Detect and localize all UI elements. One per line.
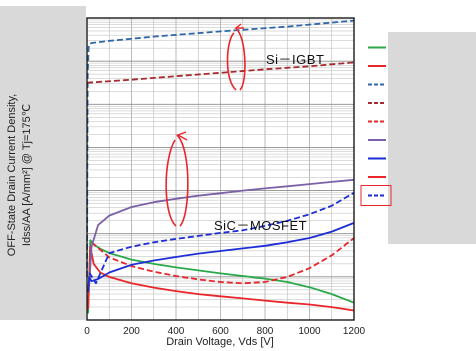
x-tick-label: 800 [257, 326, 274, 337]
sic-mosfet-label: SiC－MOSFET [214, 218, 307, 233]
x-tick-label: 200 [123, 326, 140, 337]
sic-mosfet-bracket [165, 139, 177, 227]
series-line-2 [87, 245, 355, 312]
mask-left [0, 6, 86, 320]
y-axis-label-line1: OFF-State Drain Current Density, [6, 94, 18, 256]
plot-frame [86, 17, 355, 321]
series-line-3 [86, 19, 355, 277]
grid [87, 18, 354, 321]
mask-right [388, 32, 476, 244]
series-line-1 [87, 239, 355, 314]
legend [360, 46, 392, 206]
si-igbt-label: Si－IGBT [266, 52, 324, 67]
sic-mosfet-arrow [176, 131, 188, 141]
y-axis-label-line2: Idss/AA [A/mm²] @ Tj=175℃ [21, 104, 33, 246]
series-line-5 [90, 237, 355, 285]
series-layer [86, 19, 355, 314]
x-tick-label: 1000 [298, 326, 321, 337]
x-tick-labels: 0 200 400 600 800 1000 1200 [84, 326, 365, 337]
series-line-8 [88, 191, 355, 285]
legend-highlight-box [360, 185, 392, 206]
x-tick-label: 1200 [343, 326, 366, 337]
si-igbt-arrow [234, 23, 244, 29]
sic-mosfet-bracket-right [176, 134, 189, 227]
plot-area [86, 17, 355, 321]
si-igbt-bracket-right [235, 28, 246, 91]
x-tick-label: 600 [212, 326, 229, 337]
series-line-6 [88, 178, 355, 286]
x-axis-label: Drain Voltage, Vds [V] [166, 336, 274, 348]
si-igbt-bracket [226, 32, 237, 91]
x-tick-label: 400 [168, 326, 185, 337]
x-tick-label: 0 [84, 326, 90, 337]
